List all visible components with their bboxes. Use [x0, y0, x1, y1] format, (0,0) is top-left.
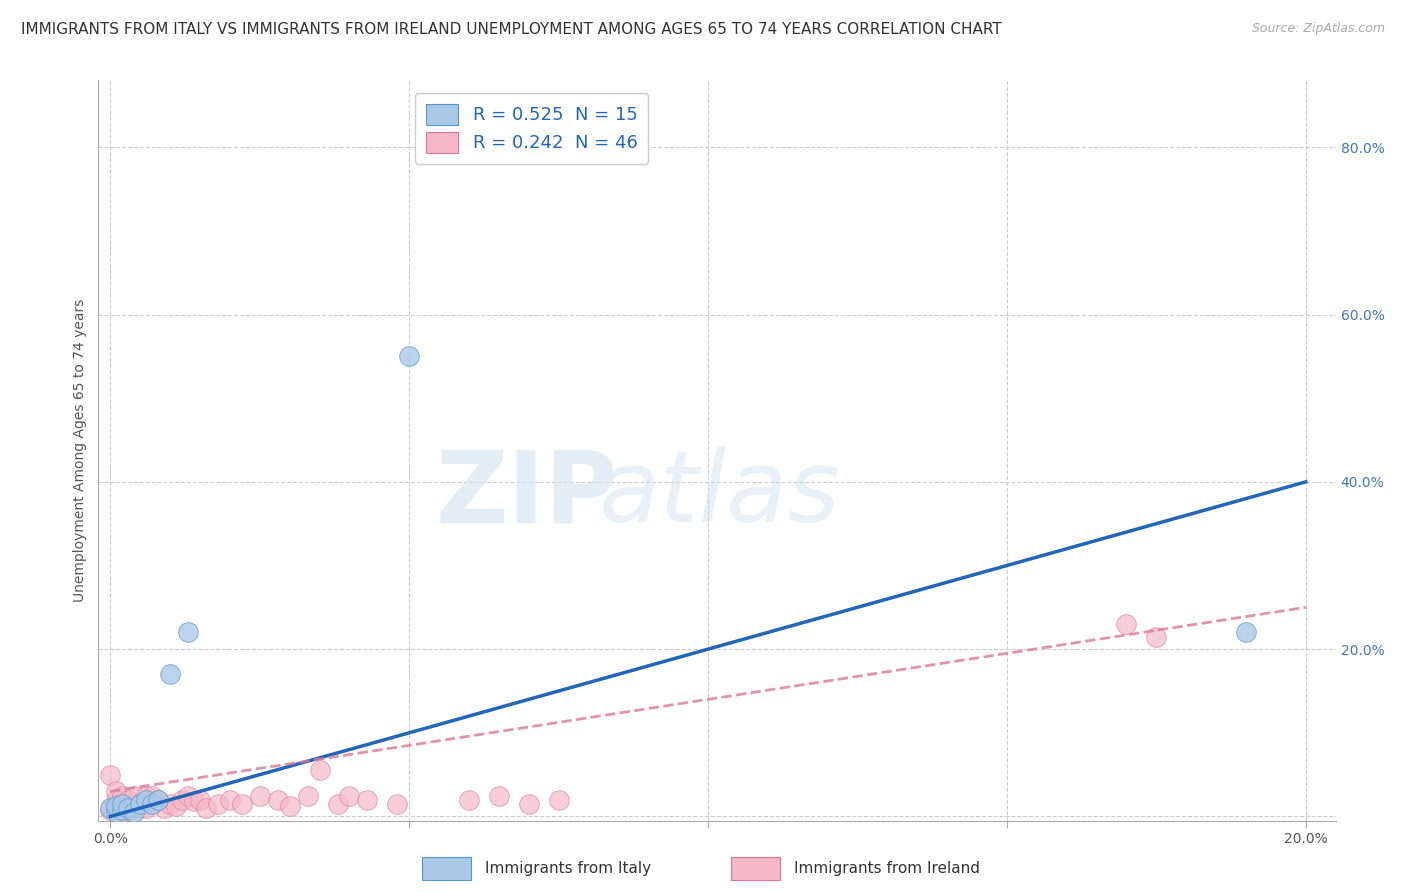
Text: Immigrants from Ireland: Immigrants from Ireland — [794, 862, 980, 876]
Point — [297, 789, 319, 803]
Text: Source: ZipAtlas.com: Source: ZipAtlas.com — [1251, 22, 1385, 36]
Point — [1115, 617, 1137, 632]
Point — [1144, 630, 1167, 644]
Point — [159, 667, 181, 681]
Point — [124, 789, 146, 803]
Y-axis label: Unemployment Among Ages 65 to 74 years: Unemployment Among Ages 65 to 74 years — [73, 299, 87, 602]
Point — [398, 349, 420, 363]
Point — [326, 797, 349, 811]
Point — [278, 799, 301, 814]
Point — [135, 789, 157, 803]
Point — [129, 797, 152, 811]
Point — [105, 805, 128, 820]
Point — [124, 797, 146, 811]
Point — [177, 789, 200, 803]
Point — [356, 793, 378, 807]
Point — [105, 784, 128, 798]
Point — [129, 801, 152, 815]
Point — [141, 797, 163, 811]
Point — [231, 797, 253, 811]
Point — [517, 797, 540, 811]
Point — [111, 789, 134, 803]
Point — [105, 801, 128, 815]
Point — [177, 625, 200, 640]
Point — [100, 803, 122, 817]
Text: Immigrants from Italy: Immigrants from Italy — [485, 862, 651, 876]
Point — [387, 797, 409, 811]
Point — [339, 789, 361, 803]
Text: atlas: atlas — [599, 446, 841, 543]
Point — [458, 793, 481, 807]
Point — [111, 805, 134, 820]
Point — [141, 797, 163, 811]
Point — [488, 789, 510, 803]
Point — [165, 799, 187, 814]
Point — [183, 794, 205, 808]
Point — [308, 764, 330, 778]
Point — [117, 801, 139, 815]
Point — [195, 801, 218, 815]
Point — [219, 793, 242, 807]
Point — [1234, 625, 1257, 640]
Point — [117, 793, 139, 807]
Point — [111, 797, 134, 811]
Point — [159, 797, 181, 811]
Point — [207, 797, 229, 811]
Point — [172, 793, 194, 807]
Point — [100, 801, 122, 815]
Point — [117, 801, 139, 815]
Point — [129, 797, 152, 811]
Point — [105, 793, 128, 807]
Point — [117, 803, 139, 817]
Point — [135, 801, 157, 815]
Point — [105, 799, 128, 814]
Point — [249, 789, 271, 803]
Point — [111, 797, 134, 811]
Point — [267, 793, 290, 807]
Point — [153, 801, 176, 815]
Point — [148, 793, 170, 807]
Point — [124, 805, 146, 820]
Text: ZIP: ZIP — [436, 446, 619, 543]
Point — [547, 793, 569, 807]
Point — [148, 793, 170, 807]
Point — [188, 793, 211, 807]
Point — [111, 803, 134, 817]
Text: IMMIGRANTS FROM ITALY VS IMMIGRANTS FROM IRELAND UNEMPLOYMENT AMONG AGES 65 TO 7: IMMIGRANTS FROM ITALY VS IMMIGRANTS FROM… — [21, 22, 1002, 37]
Point — [100, 767, 122, 781]
Legend: R = 0.525  N = 15, R = 0.242  N = 46: R = 0.525 N = 15, R = 0.242 N = 46 — [415, 93, 648, 163]
Point — [141, 789, 163, 803]
Point — [135, 793, 157, 807]
